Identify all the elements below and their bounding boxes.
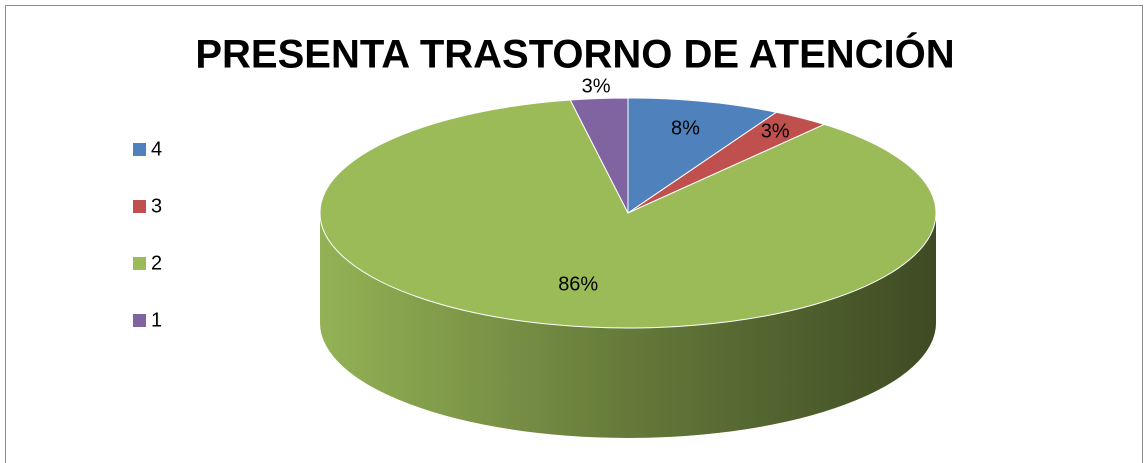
legend-swatch — [133, 200, 146, 213]
legend-label: 2 — [151, 252, 162, 274]
legend-swatch — [133, 143, 146, 156]
data-label: 86% — [558, 274, 598, 296]
data-label: 8% — [671, 118, 700, 140]
legend-swatch — [133, 314, 146, 327]
legend-label: 4 — [151, 138, 162, 160]
legend-label: 3 — [151, 195, 162, 217]
pie-slice — [319, 99, 937, 329]
data-label: 3% — [761, 120, 790, 142]
pie-slice — [569, 97, 629, 214]
pie-slice — [627, 97, 778, 214]
legend-swatch — [133, 257, 146, 270]
chart-title: PRESENTA TRASTORNO DE ATENCIÓN — [195, 31, 954, 77]
pie-side-shade — [320, 213, 936, 438]
legend-label: 1 — [151, 309, 162, 331]
data-label: 3% — [582, 75, 611, 97]
